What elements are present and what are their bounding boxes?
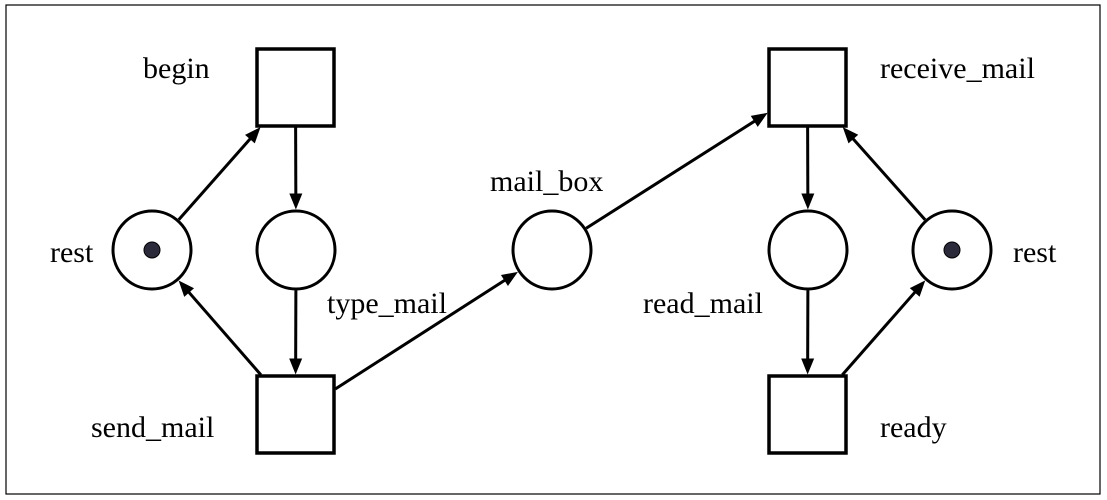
transition-ready	[767, 374, 848, 455]
arcs-layer	[177, 112, 927, 391]
arc-line	[850, 136, 927, 221]
arc-line	[334, 278, 507, 391]
label-send-mail: send_mail	[91, 411, 214, 444]
arc-rest-left-to-begin	[177, 127, 261, 221]
arrowhead	[178, 280, 195, 297]
token-rest-right	[943, 241, 961, 259]
transition-send-mail	[255, 374, 336, 455]
transition-begin	[255, 47, 336, 128]
label-rest-left: rest	[50, 236, 94, 269]
arc-line	[841, 289, 918, 376]
arc-read-mail-to-ready	[801, 290, 815, 375]
arrowhead	[801, 193, 815, 210]
arc-receive-mail-to-read-mail	[801, 127, 815, 210]
arc-type-mail-to-send-mail	[289, 290, 303, 375]
arc-send-mail-to-rest-left	[178, 280, 263, 376]
place-read-mail	[767, 209, 849, 291]
arc-line	[186, 290, 263, 376]
label-ready: ready	[880, 411, 947, 444]
arc-rest-right-to-receive-mail	[842, 127, 927, 221]
label-receive-mail: receive_mail	[880, 52, 1035, 85]
label-rest-right: rest	[1013, 236, 1057, 269]
arrowhead	[245, 127, 261, 144]
arrowhead	[842, 127, 859, 144]
arc-send-mail-to-mail-box	[334, 271, 518, 391]
arc-line	[585, 119, 757, 230]
arrowhead	[500, 271, 518, 286]
place-type-mail	[255, 209, 337, 291]
arrowhead	[750, 112, 768, 127]
arc-ready-to-rest-right	[841, 280, 926, 376]
label-type-mail: type_mail	[327, 287, 447, 320]
arc-mail-box-to-receive-mail	[585, 112, 768, 230]
label-begin: begin	[143, 52, 210, 85]
label-mail-box: mail_box	[490, 165, 603, 198]
place-mail-box	[511, 209, 593, 291]
arrowhead	[909, 280, 926, 297]
arrowhead	[801, 358, 815, 375]
arrowhead	[289, 358, 303, 375]
label-read-mail: read_mail	[643, 287, 763, 320]
token-rest-left	[143, 241, 161, 259]
arc-begin-to-type-mail	[289, 127, 303, 210]
arc-line	[177, 136, 253, 221]
arrowhead	[289, 193, 303, 210]
transition-receive-mail	[767, 47, 848, 128]
